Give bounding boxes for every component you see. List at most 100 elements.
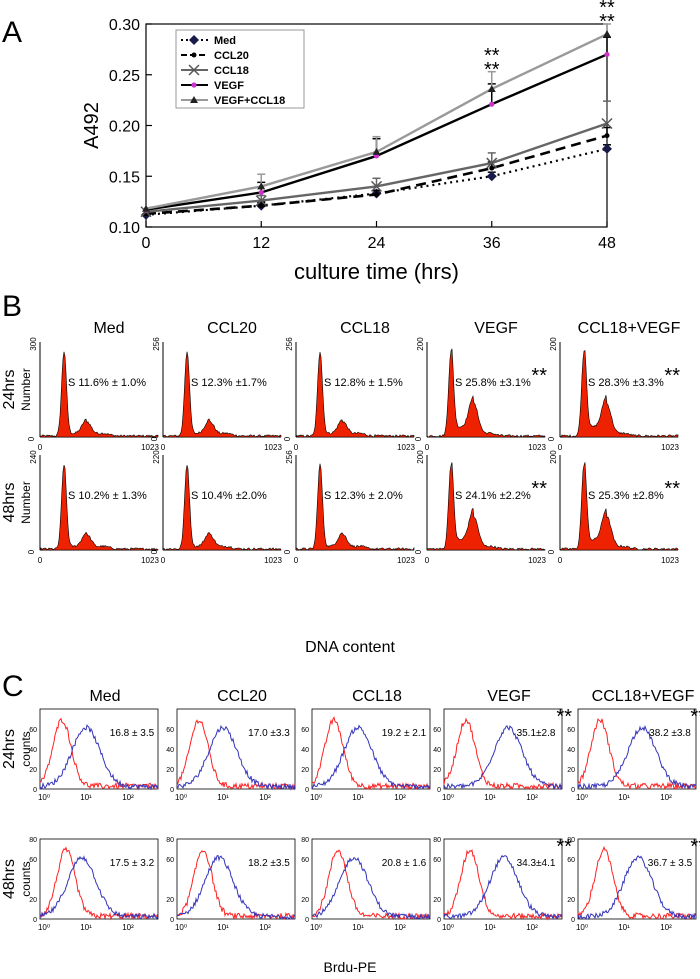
y-axis-label: Number bbox=[19, 368, 33, 411]
x-max-label: 1023 bbox=[661, 556, 679, 565]
x-tick-label: 36 bbox=[483, 235, 501, 252]
y-tick-label: 60 bbox=[166, 727, 174, 734]
x-tick-label: 10⁰ bbox=[175, 923, 187, 932]
x-tick-label: 10⁰ bbox=[576, 923, 588, 932]
histogram-ccl18-48hrs: 256 00 1023 S 12.3% ± 2.0% bbox=[283, 450, 415, 565]
legend-marker-ccl18 bbox=[188, 64, 200, 76]
column-title-vegf: VEGF bbox=[487, 688, 531, 705]
s-phase-text: S 11.6% ± 1.0% bbox=[68, 377, 146, 389]
x-tick-label: 10⁰ bbox=[310, 793, 322, 802]
histogram-ccl20-48hrs: 220 00 1023 S 10.4% ±2.0% bbox=[150, 450, 282, 565]
s-phase-text: S 10.2% ± 1.3% bbox=[68, 490, 147, 502]
x-axis-label: Brdu-PE bbox=[324, 959, 377, 975]
brdu-histogram-ccl18-48hrs: 0 20 60 80 10⁰ 10¹ 10² 20.8 ± 1.6 bbox=[301, 837, 431, 932]
brdu-histogram-vegf-48hrs: 0 20 60 80 10⁰ 10¹ 10² 34.3±4.1** bbox=[433, 836, 572, 932]
plot-frame bbox=[443, 838, 563, 920]
x-max-label: 1023 bbox=[141, 443, 159, 452]
x-tick-label: 10¹ bbox=[217, 923, 229, 932]
brdu-histogram-ccl20-24hrs: 0 20 40 60 10⁰ 10¹ 10² 17.0 ±3.3 bbox=[166, 708, 296, 802]
x-max-label: 1023 bbox=[264, 443, 282, 452]
y-axis-label: counts bbox=[19, 861, 33, 896]
x-max-label: 1023 bbox=[397, 556, 415, 565]
y-tick-label: 0 bbox=[437, 917, 441, 924]
data-point-ccl20 bbox=[258, 203, 264, 209]
histogram-fill bbox=[426, 348, 546, 438]
control-histogram bbox=[176, 719, 296, 790]
plot-frame bbox=[176, 838, 296, 920]
data-point-med bbox=[486, 171, 497, 182]
value-text: 38.2 ±3.8 bbox=[649, 728, 691, 739]
y-tick-label: 40 bbox=[567, 747, 575, 754]
column-title-med: Med bbox=[89, 688, 120, 705]
legend-label-ccl20: CCL20 bbox=[214, 50, 249, 62]
x-max-label: 1023 bbox=[141, 556, 159, 565]
data-point-ccl18 bbox=[255, 195, 267, 207]
line-chart-a: 0 12 24 36 48 0.10 0.15 0.20 0.25 0.30 culture tim… bbox=[81, 0, 616, 284]
x-axis-label: DNA content bbox=[305, 639, 395, 656]
y-min-label: 0 bbox=[27, 436, 36, 441]
brdu-histogram bbox=[577, 724, 697, 790]
y-axis-label: Number bbox=[19, 481, 33, 524]
data-point-vegf-ccl18 bbox=[257, 182, 266, 190]
y-min-label: 0 bbox=[547, 549, 556, 554]
significance-mark: ** bbox=[599, 0, 615, 19]
x-tick-label: 10¹ bbox=[352, 923, 364, 932]
x-tick-label: 12 bbox=[252, 235, 270, 252]
histogram-fill bbox=[162, 465, 282, 551]
y-tick-label: 0 bbox=[305, 787, 309, 794]
column-title-ccl18-vegf: CCL18+VEGF bbox=[578, 320, 681, 337]
control-histogram bbox=[39, 846, 159, 921]
brdu-histogram-med-24hrs: 0 20 40 60 10⁰ 10¹ 10² 16.8 ± 3.5 bbox=[29, 708, 159, 802]
y-tick-label: 20 bbox=[166, 897, 174, 904]
y-max-label: 256 bbox=[285, 450, 294, 464]
control-histogram bbox=[577, 717, 697, 790]
x-axis-label: culture time (hrs) bbox=[294, 259, 459, 284]
y-tick-label: 0.10 bbox=[109, 220, 140, 237]
x-tick-label: 10² bbox=[660, 793, 672, 802]
histogram-vegf-24hrs: 200 00 1023 S 25.8% ±3.1% ** bbox=[414, 337, 547, 452]
data-point-ccl18 bbox=[370, 180, 383, 192]
s-phase-text: S 10.4% ±2.0% bbox=[191, 490, 267, 502]
y-tick-label: 0.30 bbox=[109, 17, 140, 34]
x-tick-label: 10² bbox=[394, 793, 406, 802]
control-histogram bbox=[311, 849, 431, 920]
y-tick-label: 0 bbox=[305, 917, 309, 924]
legend-marker-vegf-ccl18 bbox=[190, 96, 198, 103]
data-point-vegf-ccl18 bbox=[487, 84, 496, 92]
y-tick-label: 60 bbox=[301, 857, 309, 864]
y-tick-label: 20 bbox=[166, 767, 174, 774]
x-min-label: 0 bbox=[161, 443, 166, 452]
control-histogram bbox=[443, 849, 563, 921]
s-phase-text: S 24.1% ±2.2% bbox=[455, 490, 531, 502]
plot-frame bbox=[176, 708, 296, 790]
data-point-ccl18 bbox=[601, 117, 613, 130]
control-histogram bbox=[311, 716, 431, 791]
significance-mark: ** bbox=[690, 706, 700, 728]
histogram-fill bbox=[295, 463, 415, 551]
x-min-label: 0 bbox=[294, 556, 299, 565]
x-max-label: 1023 bbox=[528, 556, 546, 565]
histogram-fill bbox=[559, 462, 679, 551]
x-tick-label: 10² bbox=[122, 793, 134, 802]
legend: Med CCL20 CCL18 VEGF VEGF+CCL18 bbox=[175, 29, 305, 109]
column-title-ccl20: CCL20 bbox=[217, 688, 267, 705]
legend-marker-ccl20 bbox=[191, 52, 197, 58]
y-tick-label: 20 bbox=[301, 767, 309, 774]
x-max-label: 1023 bbox=[397, 443, 415, 452]
x-min-label: 0 bbox=[38, 556, 43, 565]
s-phase-text: S 28.3% ±3.3% bbox=[588, 377, 664, 389]
y-min-label: 0 bbox=[27, 549, 36, 554]
x-min-label: 0 bbox=[425, 556, 430, 565]
x-tick-label: 10¹ bbox=[618, 923, 630, 932]
y-min-label: 0 bbox=[547, 436, 556, 441]
x-tick-label: 10² bbox=[526, 923, 538, 932]
brdu-histogram-med-48hrs: 0 20 60 80 10⁰ 10¹ 10² 17.5 ± 3.2 bbox=[29, 837, 159, 932]
y-axis-label: counts bbox=[19, 731, 33, 766]
data-point-ccl20 bbox=[374, 192, 379, 198]
row-label-48hrs: 48hrs bbox=[1, 859, 18, 899]
significance-mark: ** bbox=[531, 478, 547, 500]
histogram-ccl18-vegf-48hrs: 200 00 1023 S 25.3% ±2.8% ** bbox=[547, 450, 680, 565]
